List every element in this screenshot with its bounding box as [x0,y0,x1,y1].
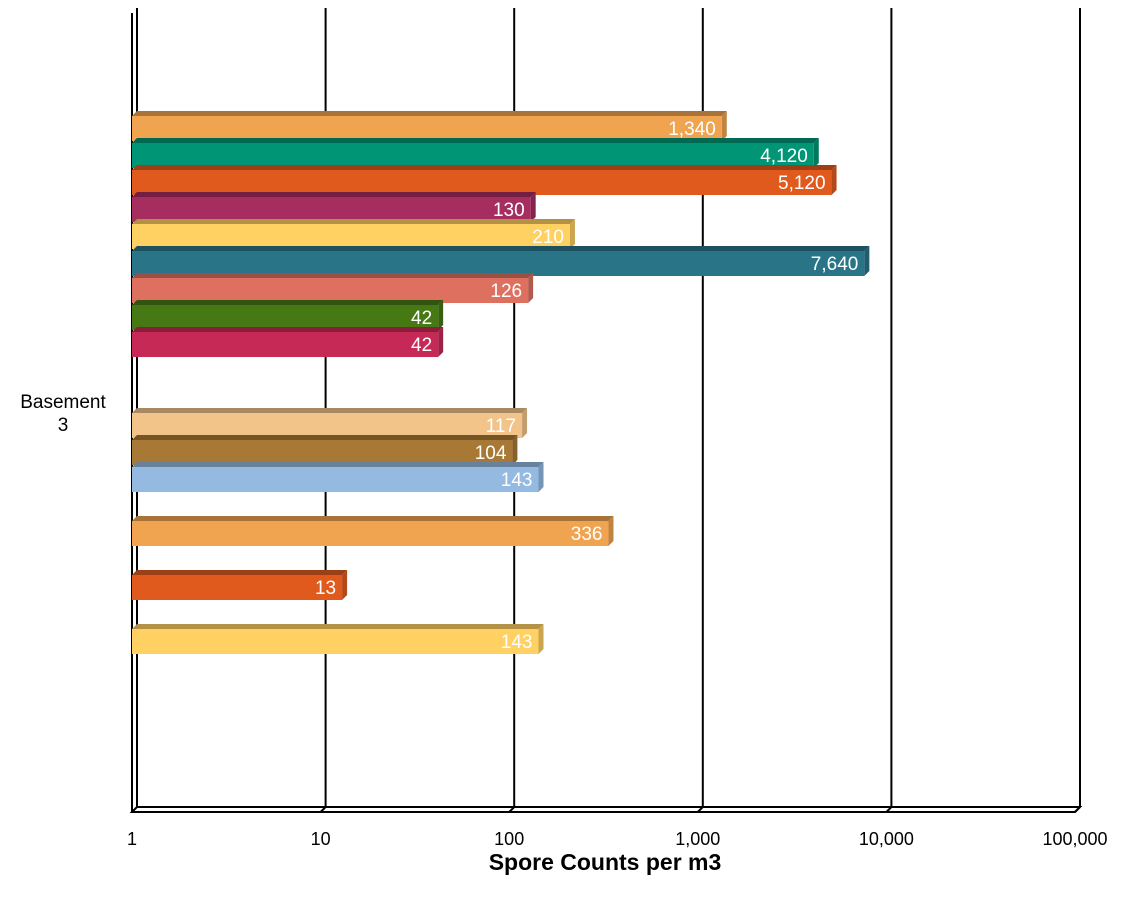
bar-top [132,273,533,278]
bar-side [528,273,533,303]
bar-front [132,413,522,438]
bar-top [132,624,543,629]
bar: 4,120 [132,138,819,168]
bar-side [438,300,443,330]
bar: 130 [132,192,536,222]
bar-side [832,165,837,195]
x-axis-title: Spore Counts per m3 [489,849,722,875]
bar-top [132,165,837,170]
bar-data-label: 104 [475,443,507,464]
bar-top [132,408,527,413]
bar-data-label: 130 [493,200,525,221]
bar: 126 [132,273,533,303]
bar-data-label: 210 [532,227,564,248]
bar-data-label: 42 [411,335,432,356]
bar-front [132,521,608,546]
x-tick-label: 10 [311,829,331,849]
bar-side [722,111,727,141]
bar-front [132,305,438,330]
bar-front [132,197,531,222]
bar-front [132,575,342,600]
bar-side [538,624,543,654]
bar-top [132,300,443,305]
bar-data-label: 5,120 [778,173,826,194]
bar-side [531,192,536,222]
bar-top [132,570,347,575]
bar-side [814,138,819,168]
bar-side [438,327,443,357]
bar-data-label: 143 [501,632,533,653]
bar-front [132,170,832,195]
bar-data-label: 336 [571,524,603,545]
bars: 1,340 4,120 5,120 130 210 7,640 126 42 42 117 104 1… [132,111,869,654]
x-tick-label: 100,000 [1042,829,1107,849]
bar-side [608,516,613,546]
bar-front [132,440,512,465]
bar-front [132,629,538,654]
bar-side [342,570,347,600]
bar: 7,640 [132,246,869,276]
bar-front [132,278,528,303]
x-tick-labels: 1 10 100 1,000 10,000 100,000 [127,829,1108,849]
category-label-line2: 3 [58,415,69,436]
bar-side [522,408,527,438]
bar-top [132,192,536,197]
category-label-line1: Basement [20,392,106,413]
bar: 210 [132,219,575,249]
x-tick-label: 1,000 [675,829,720,849]
bar-front [132,332,438,357]
x-tick-label: 1 [127,829,137,849]
bar-data-label: 42 [411,308,432,329]
bar: 117 [132,408,527,438]
bar-side [538,462,543,492]
bar-data-label: 1,340 [668,119,716,140]
bar-front [132,224,570,249]
x-tick-label: 100 [494,829,524,849]
bar-front [132,467,538,492]
bar: 42 [132,300,443,330]
bar: 1,340 [132,111,727,141]
bar-data-label: 13 [315,578,336,599]
bar-side [512,435,517,465]
bar: 104 [132,435,517,465]
bar-side [864,246,869,276]
bar-top [132,327,443,332]
bar-top [132,462,543,467]
bar-front [132,116,722,141]
bar-top [132,516,613,521]
bar-top [132,435,517,440]
bar-data-label: 126 [490,281,522,302]
bar: 336 [132,516,613,546]
bar: 143 [132,624,543,654]
bar-data-label: 7,640 [811,254,859,275]
bar: 143 [132,462,543,492]
bar-top [132,111,727,116]
bar-front [132,251,864,276]
bar-top [132,138,819,143]
bar: 13 [132,570,347,600]
bar-data-label: 117 [486,416,516,437]
x-tick-label: 10,000 [859,829,914,849]
bar-side [570,219,575,249]
bar-front [132,143,814,168]
bar: 42 [132,327,443,357]
bar-data-label: 4,120 [760,146,808,167]
bar-top [132,246,869,251]
bar: 5,120 [132,165,837,195]
bar-data-label: 143 [501,470,533,491]
bar-top [132,219,575,224]
plot-floor [132,807,1080,812]
